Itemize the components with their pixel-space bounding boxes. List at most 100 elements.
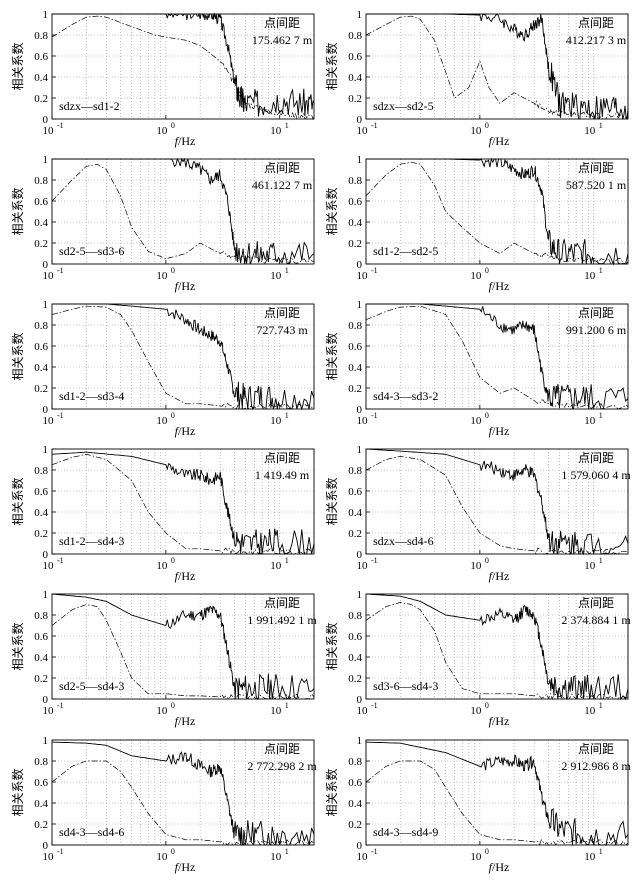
x-tick-label: 10 (470, 560, 482, 572)
series-line-dashdot (365, 15, 629, 120)
y-tick-label: 0.6 (348, 341, 362, 353)
series-line-solid (51, 593, 315, 700)
distance-value: 175.462 7 m (252, 33, 313, 47)
plot-frame (365, 303, 629, 410)
y-tick-label: 1 (43, 589, 49, 601)
y-tick-label: 0.2 (348, 238, 362, 250)
x-tick-label: 10 (156, 270, 168, 282)
y-tick-label: 0 (357, 694, 363, 706)
x-tick-label: 10 (270, 560, 282, 572)
distance-value: 412.217 3 m (566, 33, 627, 47)
x-tick-exponent: 1 (599, 847, 603, 856)
y-tick-label: 0.4 (34, 72, 48, 84)
plot-frame (365, 593, 629, 700)
y-tick-label: 0 (357, 404, 363, 416)
y-tick-label: 1 (43, 154, 49, 166)
x-tick-label: 10 (270, 705, 282, 717)
y-tick-label: 1 (43, 299, 49, 311)
plot-frame (365, 158, 629, 265)
y-tick-label: 0 (43, 114, 49, 126)
x-tick-label: 10 (270, 125, 282, 137)
x-tick-exponent: 1 (599, 121, 603, 130)
y-tick-label: 0 (43, 259, 49, 271)
y-tick-label: 0 (43, 549, 49, 561)
x-tick-label: 10 (470, 125, 482, 137)
x-tick-exponent: 1 (285, 411, 289, 420)
distance-title: 点间距 (578, 596, 614, 610)
distance-value: 727.743 m (256, 323, 308, 337)
y-tick-label: 1 (43, 735, 49, 747)
x-tick-exponent: 0 (171, 266, 175, 275)
y-tick-label: 0.4 (34, 652, 48, 664)
x-tick-exponent: -1 (371, 266, 378, 275)
pair-label: sd1-2—sd4-3 (59, 534, 124, 548)
x-tick-exponent: 0 (171, 121, 175, 130)
y-tick-label: 0.2 (348, 383, 362, 395)
x-tick-exponent: -1 (57, 266, 64, 275)
y-axis-label: 相关系数 (10, 477, 25, 525)
x-tick-label: 10 (470, 415, 482, 427)
x-tick-exponent: 0 (485, 121, 489, 130)
y-tick-label: 0.2 (34, 819, 48, 831)
y-tick-label: 0.4 (34, 507, 48, 519)
x-tick-exponent: 1 (599, 266, 603, 275)
x-tick-exponent: -1 (371, 556, 378, 565)
series-line-solid (366, 303, 629, 410)
series-line-solid (366, 157, 629, 266)
x-axis-label: f/Hz (175, 279, 196, 293)
x-tick-exponent: -1 (371, 411, 378, 420)
x-tick-exponent: 0 (485, 411, 489, 420)
pair-label: sd2-5—sd3-6 (59, 244, 124, 258)
x-tick-label: 10 (357, 705, 369, 717)
x-axis-label: f/Hz (489, 279, 510, 293)
plot-frame (51, 448, 315, 555)
x-tick-label: 10 (43, 851, 55, 863)
x-tick-label: 10 (43, 560, 55, 572)
y-axis-label: 相关系数 (10, 622, 25, 670)
pair-label: sd3-6—sd4-3 (373, 679, 438, 693)
y-tick-label: 0.8 (348, 320, 362, 332)
y-tick-label: 0 (43, 694, 49, 706)
y-tick-label: 0.8 (34, 465, 48, 477)
series-line-dashdot (51, 760, 315, 846)
x-tick-exponent: 0 (171, 411, 175, 420)
x-tick-exponent: 0 (485, 701, 489, 710)
y-tick-label: 0.6 (34, 341, 48, 353)
distance-title: 点间距 (264, 161, 300, 175)
x-tick-label: 10 (584, 705, 596, 717)
plot-frame (365, 739, 629, 846)
y-tick-label: 0 (357, 114, 363, 126)
x-axis-label: f/Hz (175, 860, 196, 874)
series-line-dashdot (51, 604, 315, 700)
y-tick-label: 0.6 (34, 486, 48, 498)
y-tick-label: 1 (357, 735, 363, 747)
y-tick-label: 0.6 (348, 51, 362, 63)
y-axis-label: 相关系数 (10, 42, 25, 90)
x-tick-exponent: 0 (171, 556, 175, 565)
x-tick-label: 10 (270, 415, 282, 427)
x-axis-label: f/Hz (489, 714, 510, 728)
x-tick-label: 10 (156, 415, 168, 427)
y-axis-label: 相关系数 (324, 42, 339, 90)
distance-title: 点间距 (264, 596, 300, 610)
y-tick-label: 1 (43, 9, 49, 21)
plot-frame (51, 739, 315, 846)
plot-frame (51, 303, 315, 410)
x-tick-exponent: 0 (171, 701, 175, 710)
distance-title: 点间距 (264, 451, 300, 465)
series-line-dashdot (365, 602, 629, 700)
y-tick-label: 0.8 (348, 610, 362, 622)
y-tick-label: 0.8 (34, 610, 48, 622)
y-tick-label: 0 (357, 840, 363, 852)
x-axis-label: f/Hz (175, 134, 196, 148)
series-line-solid (51, 451, 315, 555)
x-tick-exponent: 0 (171, 847, 175, 856)
y-tick-label: 0.6 (348, 631, 362, 643)
